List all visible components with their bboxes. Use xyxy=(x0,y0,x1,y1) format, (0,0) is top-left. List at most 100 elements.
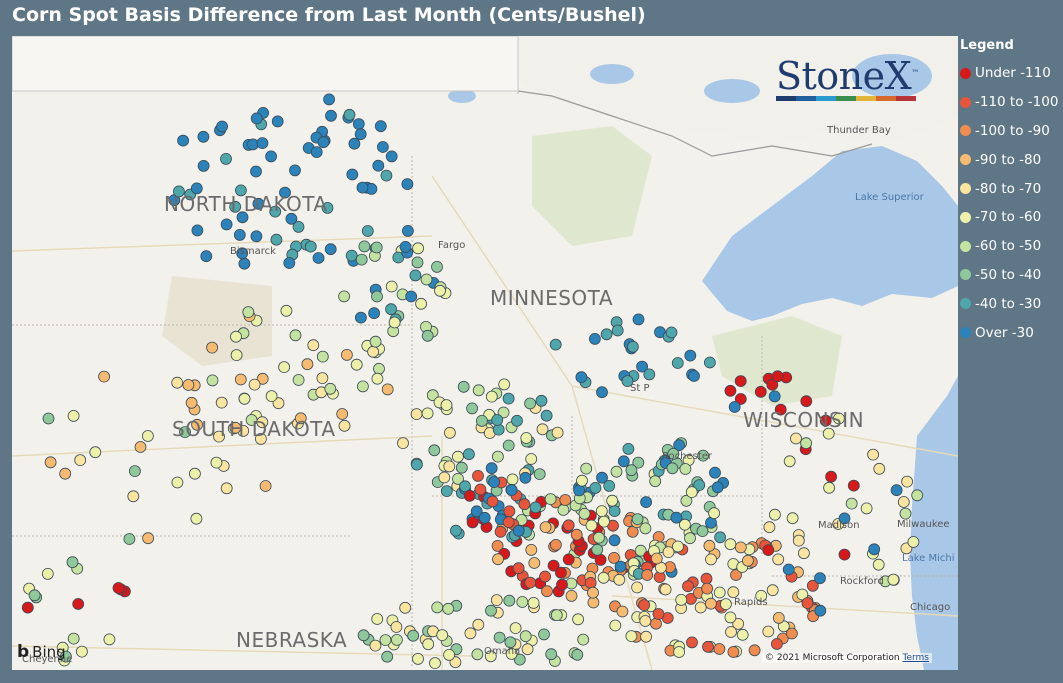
basis-point[interactable] xyxy=(771,638,783,650)
basis-point[interactable] xyxy=(540,409,553,422)
basis-point[interactable] xyxy=(401,224,414,237)
basis-point[interactable] xyxy=(367,345,380,358)
basis-point[interactable] xyxy=(490,594,503,606)
basis-point[interactable] xyxy=(397,437,409,450)
basis-point[interactable] xyxy=(270,233,283,246)
basis-point[interactable] xyxy=(307,339,320,352)
basis-point[interactable] xyxy=(451,450,464,463)
basis-point[interactable] xyxy=(727,586,740,599)
basis-point[interactable] xyxy=(185,396,198,409)
basis-point[interactable] xyxy=(675,594,688,606)
basis-point[interactable] xyxy=(316,350,329,363)
basis-point[interactable] xyxy=(734,375,747,388)
basis-point[interactable] xyxy=(587,596,600,609)
basis-point[interactable] xyxy=(220,482,233,495)
basis-point[interactable] xyxy=(463,489,476,502)
basis-point[interactable] xyxy=(374,120,387,133)
basis-point[interactable] xyxy=(177,134,190,147)
basis-point[interactable] xyxy=(539,570,551,583)
basis-point[interactable] xyxy=(376,141,389,153)
basis-point[interactable] xyxy=(457,380,470,393)
basis-point[interactable] xyxy=(686,636,698,649)
basis-point[interactable] xyxy=(340,348,353,361)
basis-point[interactable] xyxy=(819,414,832,427)
basis-point[interactable] xyxy=(641,569,654,581)
basis-point[interactable] xyxy=(672,540,684,553)
basis-point[interactable] xyxy=(634,544,647,557)
basis-point[interactable] xyxy=(256,372,269,385)
basis-point[interactable] xyxy=(591,543,604,556)
basis-point[interactable] xyxy=(74,454,87,467)
basis-point[interactable] xyxy=(324,243,337,256)
basis-point[interactable] xyxy=(673,439,685,452)
legend-item[interactable]: Over -30 xyxy=(960,318,1058,347)
basis-points[interactable] xyxy=(12,36,958,670)
basis-point[interactable] xyxy=(502,516,515,529)
basis-point[interactable] xyxy=(392,251,405,264)
legend-item[interactable]: -40 to -30 xyxy=(960,289,1058,318)
basis-point[interactable] xyxy=(350,358,363,371)
basis-point[interactable] xyxy=(338,290,351,303)
basis-point[interactable] xyxy=(631,513,644,526)
basis-point[interactable] xyxy=(742,554,754,567)
basis-point[interactable] xyxy=(766,378,779,391)
basis-point[interactable] xyxy=(407,629,420,642)
basis-point[interactable] xyxy=(511,414,523,427)
basis-point[interactable] xyxy=(516,596,529,608)
basis-point[interactable] xyxy=(289,329,302,342)
basis-point[interactable] xyxy=(371,372,384,385)
basis-point[interactable] xyxy=(44,456,57,469)
basis-point[interactable] xyxy=(584,577,597,589)
basis-point[interactable] xyxy=(294,412,307,425)
basis-point[interactable] xyxy=(399,601,412,614)
basis-point[interactable] xyxy=(503,505,516,518)
basis-point[interactable] xyxy=(352,118,365,130)
basis-point[interactable] xyxy=(191,418,204,431)
basis-point[interactable] xyxy=(559,494,572,506)
basis-point[interactable] xyxy=(345,249,358,262)
basis-point[interactable] xyxy=(220,218,233,231)
basis-point[interactable] xyxy=(603,479,616,492)
basis-point[interactable] xyxy=(440,485,453,498)
basis-point[interactable] xyxy=(280,304,293,317)
basis-point[interactable] xyxy=(724,538,737,551)
basis-point[interactable] xyxy=(720,598,732,610)
basis-point[interactable] xyxy=(609,619,622,632)
basis-point[interactable] xyxy=(356,380,369,393)
basis-point[interactable] xyxy=(411,256,424,269)
basis-point[interactable] xyxy=(725,626,737,638)
basis-point[interactable] xyxy=(372,159,385,172)
basis-point[interactable] xyxy=(539,521,552,534)
basis-point[interactable] xyxy=(550,609,563,621)
basis-point[interactable] xyxy=(380,169,393,182)
basis-point[interactable] xyxy=(381,383,394,396)
basis-point[interactable] xyxy=(755,590,768,602)
basis-point[interactable] xyxy=(728,401,741,413)
basis-point[interactable] xyxy=(442,602,455,615)
basis-point[interactable] xyxy=(899,507,912,520)
basis-point[interactable] xyxy=(470,505,483,518)
basis-point[interactable] xyxy=(562,553,575,566)
basis-point[interactable] xyxy=(597,571,610,584)
basis-point[interactable] xyxy=(506,473,519,486)
basis-point[interactable] xyxy=(679,518,691,531)
basis-point[interactable] xyxy=(385,303,398,316)
basis-point[interactable] xyxy=(734,541,747,554)
basis-point[interactable] xyxy=(338,419,351,432)
basis-point[interactable] xyxy=(250,165,262,178)
basis-point[interactable] xyxy=(577,633,590,646)
basis-point[interactable] xyxy=(472,618,485,631)
basis-point[interactable] xyxy=(509,622,522,634)
basis-point[interactable] xyxy=(684,349,697,362)
basis-point[interactable] xyxy=(371,290,383,303)
basis-point[interactable] xyxy=(242,306,255,319)
basis-point[interactable] xyxy=(771,370,784,383)
basis-point[interactable] xyxy=(112,582,125,594)
basis-point[interactable] xyxy=(238,257,251,270)
basis-point[interactable] xyxy=(474,483,487,496)
basis-point[interactable] xyxy=(197,130,210,143)
basis-point[interactable] xyxy=(142,532,155,545)
basis-point[interactable] xyxy=(659,583,672,596)
basis-point[interactable] xyxy=(798,547,810,560)
basis-point[interactable] xyxy=(578,507,591,520)
